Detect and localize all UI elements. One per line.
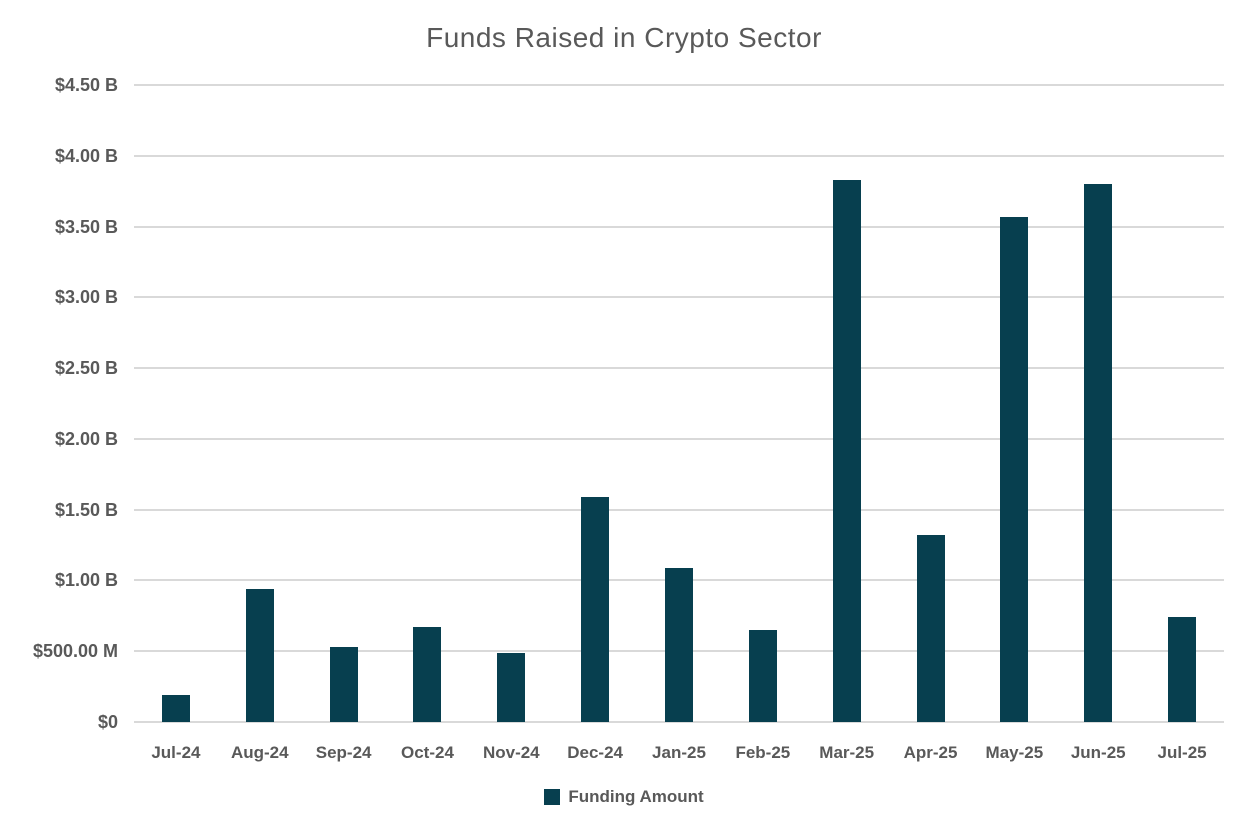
bar-Oct-24 bbox=[413, 627, 442, 722]
x-tick-label: Aug-24 bbox=[230, 743, 289, 762]
bar-Feb-25 bbox=[748, 630, 777, 722]
y-tick-label: $1.00 B bbox=[54, 570, 118, 591]
bar-Jul-25 bbox=[1168, 617, 1197, 722]
bar-Dec-24 bbox=[581, 496, 610, 722]
bar-Jun-25 bbox=[1084, 184, 1113, 722]
y-tick-label: $2.00 B bbox=[54, 428, 118, 449]
y-tick-label: $500.00 M bbox=[32, 641, 118, 662]
bar-Jan-25 bbox=[665, 567, 693, 722]
gridline bbox=[134, 367, 1224, 370]
x-tick-label: Apr-25 bbox=[903, 743, 958, 762]
y-tick-label: $2.50 B bbox=[54, 358, 118, 379]
bar-Aug-24 bbox=[245, 588, 274, 722]
chart-title: Funds Raised in Crypto Sector bbox=[426, 22, 822, 53]
legend-swatch-icon bbox=[544, 789, 561, 805]
y-tick-label: $3.00 B bbox=[54, 287, 118, 308]
gridline bbox=[134, 225, 1224, 228]
bar-Mar-25 bbox=[832, 179, 861, 722]
legend: Funding Amount bbox=[0, 788, 1248, 806]
x-tick-label: Jan-25 bbox=[652, 743, 706, 762]
legend-label: Funding Amount bbox=[568, 787, 704, 806]
x-tick-label: Nov-24 bbox=[482, 743, 540, 762]
gridline bbox=[134, 154, 1224, 157]
bar-Jul-24 bbox=[161, 695, 190, 722]
y-tick-label: $4.50 B bbox=[54, 75, 118, 95]
y-tick-label: $4.00 B bbox=[54, 145, 118, 166]
gridline bbox=[134, 508, 1224, 511]
x-tick-label: Jun-25 bbox=[1070, 743, 1126, 762]
gridline bbox=[134, 721, 1224, 723]
gridline bbox=[134, 84, 1224, 86]
y-axis-labels: $0 $500.00 M $1.00 B $1.50 B $2.00 B $2.50 B $… bbox=[0, 0, 120, 830]
bar-Sep-24 bbox=[329, 646, 358, 722]
bar-Apr-25 bbox=[916, 535, 945, 722]
gridline bbox=[134, 437, 1224, 440]
bar-Nov-24 bbox=[497, 652, 526, 722]
gridline bbox=[134, 296, 1224, 299]
x-tick-label: Jul-25 bbox=[1157, 743, 1207, 762]
x-tick-label: Jul-24 bbox=[151, 743, 201, 762]
x-tick-label: Oct-24 bbox=[400, 743, 454, 762]
y-tick-label: $1.50 B bbox=[54, 499, 118, 520]
x-tick-label: Sep-24 bbox=[315, 743, 372, 762]
x-tick-label: Feb-25 bbox=[735, 743, 791, 762]
x-tick-label: Mar-25 bbox=[819, 743, 875, 762]
bar-May-25 bbox=[1000, 216, 1029, 722]
y-tick-label: $3.50 B bbox=[54, 216, 118, 237]
plot-area bbox=[134, 84, 1224, 723]
x-axis-labels: Jul-24 Aug-24 Sep-24 Oct-24 Nov-24 Dec-24 Jan-… bbox=[134, 742, 1224, 768]
y-tick-label: $0 bbox=[97, 712, 118, 732]
x-tick-label: May-25 bbox=[985, 743, 1044, 762]
x-tick-label: Dec-24 bbox=[567, 743, 624, 762]
